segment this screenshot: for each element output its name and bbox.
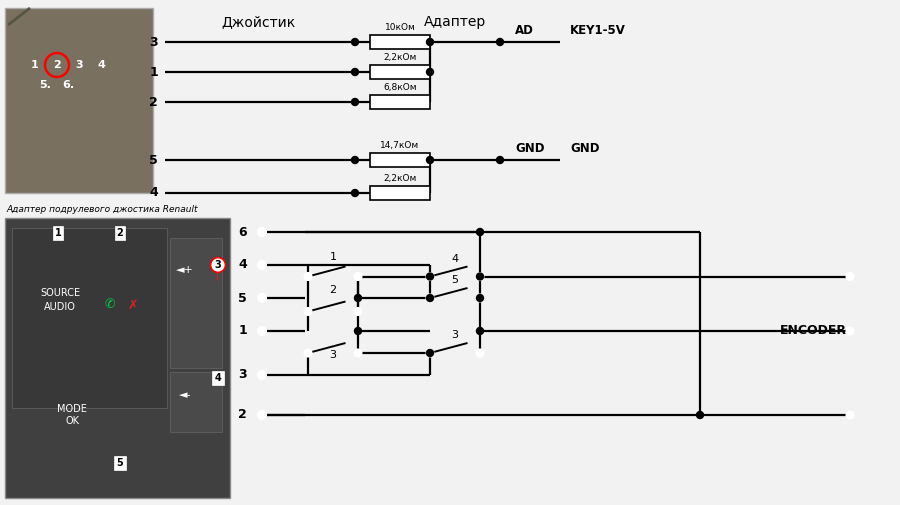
Circle shape — [427, 157, 434, 164]
Circle shape — [352, 189, 358, 196]
Text: 5: 5 — [149, 154, 158, 167]
Text: 5: 5 — [238, 291, 247, 305]
Circle shape — [476, 349, 483, 357]
Circle shape — [476, 273, 483, 280]
Bar — [5, 8, 153, 193]
Text: ◄+: ◄+ — [176, 265, 194, 275]
Circle shape — [427, 349, 434, 357]
Text: ENCODER: ENCODER — [780, 325, 847, 337]
Bar — [5, 218, 230, 498]
Bar — [370, 35, 430, 49]
Circle shape — [476, 294, 483, 301]
Text: Джойстик: Джойстик — [220, 15, 295, 29]
Text: 3: 3 — [149, 35, 158, 48]
Text: 10кОм: 10кОм — [384, 23, 416, 32]
Text: 2: 2 — [117, 228, 123, 238]
Circle shape — [427, 69, 434, 76]
Circle shape — [427, 38, 434, 45]
Text: 5: 5 — [452, 275, 458, 285]
Text: Адаптер подрулевого джостика Renault: Адаптер подрулевого джостика Renault — [6, 205, 197, 214]
Text: ◄-: ◄- — [179, 390, 191, 400]
Circle shape — [476, 294, 483, 301]
Text: 3: 3 — [214, 260, 221, 270]
Circle shape — [352, 98, 358, 106]
Circle shape — [355, 294, 362, 301]
Bar — [370, 153, 430, 167]
Text: 14,7кОм: 14,7кОм — [381, 141, 419, 150]
Text: 2: 2 — [329, 285, 337, 295]
Circle shape — [355, 273, 362, 280]
Circle shape — [352, 38, 358, 45]
Circle shape — [427, 294, 434, 301]
Text: 1: 1 — [32, 60, 39, 70]
Bar — [170, 372, 222, 432]
Circle shape — [258, 294, 266, 302]
Circle shape — [304, 349, 311, 357]
Circle shape — [847, 328, 853, 334]
Circle shape — [427, 273, 434, 280]
Text: 1: 1 — [238, 325, 247, 337]
Circle shape — [476, 228, 483, 235]
Circle shape — [304, 273, 311, 280]
Text: 3: 3 — [452, 330, 458, 340]
Circle shape — [258, 371, 266, 379]
Text: 4: 4 — [214, 373, 221, 383]
Bar — [370, 186, 430, 200]
Circle shape — [427, 294, 434, 301]
Text: 6.: 6. — [62, 80, 74, 90]
Circle shape — [427, 273, 434, 280]
Bar — [12, 228, 167, 408]
Bar — [170, 238, 222, 368]
Circle shape — [697, 412, 704, 419]
Text: 3: 3 — [76, 60, 83, 70]
Text: 4: 4 — [238, 259, 247, 272]
Text: 3: 3 — [329, 350, 337, 360]
Text: KEY1-5V: KEY1-5V — [570, 24, 626, 37]
Text: 2: 2 — [149, 95, 158, 109]
Circle shape — [258, 327, 266, 335]
Circle shape — [352, 69, 358, 76]
Text: 5.: 5. — [39, 80, 51, 90]
Text: 2,2кОм: 2,2кОм — [383, 174, 417, 183]
Text: GND: GND — [515, 142, 544, 155]
Text: MODE
OK: MODE OK — [57, 404, 87, 426]
Text: Адаптер: Адаптер — [424, 15, 486, 29]
Text: 6: 6 — [238, 226, 247, 238]
Circle shape — [352, 157, 358, 164]
Text: 1: 1 — [149, 66, 158, 78]
Circle shape — [847, 412, 853, 419]
Circle shape — [304, 308, 311, 315]
Circle shape — [476, 273, 483, 280]
Text: 4: 4 — [452, 254, 459, 264]
Circle shape — [258, 261, 266, 269]
Circle shape — [355, 349, 362, 357]
Bar — [370, 95, 430, 109]
Text: 2,2кОм: 2,2кОм — [383, 53, 417, 62]
Circle shape — [427, 349, 434, 357]
Text: ✗: ✗ — [128, 298, 139, 312]
Circle shape — [847, 273, 853, 280]
Circle shape — [258, 411, 266, 419]
Text: SOURCE
AUDIO: SOURCE AUDIO — [40, 288, 80, 312]
Text: 4: 4 — [97, 60, 105, 70]
Circle shape — [258, 228, 266, 236]
Circle shape — [497, 38, 503, 45]
Text: 1: 1 — [55, 228, 61, 238]
Text: 2: 2 — [53, 60, 61, 70]
Circle shape — [355, 308, 362, 315]
Text: 4: 4 — [149, 186, 158, 199]
Circle shape — [355, 328, 362, 334]
Text: AD: AD — [515, 24, 534, 37]
Bar — [370, 65, 430, 79]
Text: 1: 1 — [329, 252, 337, 262]
Text: 2: 2 — [238, 409, 247, 422]
Text: ✆: ✆ — [104, 298, 115, 312]
Text: 3: 3 — [238, 369, 247, 381]
Text: 6,8кОм: 6,8кОм — [383, 83, 417, 92]
Text: 5: 5 — [117, 458, 123, 468]
Circle shape — [497, 157, 503, 164]
Text: GND: GND — [570, 142, 599, 155]
Circle shape — [476, 328, 483, 334]
